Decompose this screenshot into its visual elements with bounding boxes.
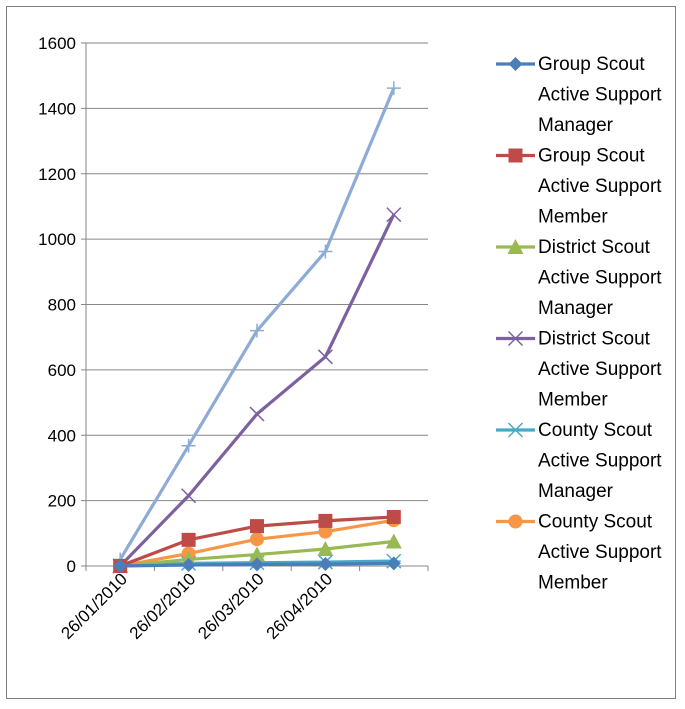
legend-label: District Scout: [538, 237, 651, 258]
legend-label: Member: [538, 207, 608, 228]
y-tick-label: 1600: [38, 34, 76, 53]
x-tick-label: 26/03/2010: [194, 569, 268, 643]
x-tick-label: 26/04/2010: [263, 569, 337, 643]
data-point: [181, 558, 196, 573]
series-1: [113, 556, 401, 573]
data-point: [181, 438, 196, 453]
series-7: [113, 81, 401, 567]
y-axis-ticks: 0 200 400 600 800 1000 1200 1400 1600: [38, 34, 76, 576]
legend-label: Active Support: [538, 85, 662, 106]
y-tick-label: 800: [48, 296, 76, 315]
legend-entry-6: County Scout Active Support Member: [496, 512, 662, 594]
legend-label: Manager: [538, 115, 614, 136]
data-point: [318, 557, 333, 572]
legend-label: County Scout: [538, 420, 653, 441]
gridlines: [86, 42, 428, 502]
data-point: [181, 532, 196, 547]
legend-label: Member: [538, 390, 608, 411]
data-point: [318, 244, 333, 259]
data-point: [113, 559, 128, 573]
data-point: [318, 513, 333, 528]
data-point: [386, 81, 401, 96]
y-tick-label: 1000: [38, 230, 76, 249]
data-point: [386, 207, 402, 223]
legend-label: Manager: [538, 298, 614, 319]
y-tick-label: 600: [48, 361, 76, 380]
x-tick-label: 26/02/2010: [126, 569, 200, 643]
data-point: [507, 422, 524, 438]
legend-label: Active Support: [538, 176, 662, 197]
data-point: [181, 488, 197, 504]
axes: [81, 42, 429, 571]
legend-label: Active Support: [538, 451, 662, 472]
y-tick-label: 0: [67, 557, 76, 576]
legend-label: Group Scout: [538, 146, 645, 167]
y-tick-label: 1400: [38, 99, 76, 118]
legend-entry-4: District Scout Active Support Member: [496, 329, 662, 411]
data-point: [508, 514, 523, 529]
legend-label: Active Support: [538, 542, 662, 563]
data-point: [507, 239, 524, 254]
data-point: [385, 533, 402, 549]
legend-label: District Scout: [538, 329, 651, 350]
data-point: [250, 323, 264, 338]
legend-label: County Scout: [538, 512, 653, 533]
legend-label: Active Support: [538, 268, 662, 289]
data-point: [386, 556, 401, 571]
series-line: [119, 213, 396, 568]
data-point: [249, 546, 265, 562]
y-tick-label: 400: [48, 426, 76, 445]
legend-label: Group Scout: [538, 54, 645, 75]
data-point: [318, 524, 333, 539]
y-tick-label: 200: [48, 492, 76, 511]
legend-label: Member: [538, 573, 608, 594]
data-point: [250, 519, 264, 534]
data-point: [317, 349, 333, 365]
chart-area: 0 200 400 600 800 1000 1200 1400 1600 26/01/2010…: [6, 6, 676, 699]
line-chart: 0 200 400 600 800 1000 1200 1400 1600 26/01/2010…: [38, 34, 662, 643]
data-point: [386, 509, 401, 524]
data-point: [249, 406, 265, 422]
x-tick-label: 26/01/2010: [57, 569, 131, 643]
series-lines: [112, 81, 402, 574]
data-point: [317, 541, 334, 557]
legend-entry-3: District Scout Active Support Manager: [496, 237, 662, 319]
legend-entry-5: County Scout Active Support Manager: [496, 420, 662, 502]
data-point: [508, 148, 523, 163]
y-tick-label: 1200: [38, 165, 76, 184]
data-point: [507, 330, 524, 347]
data-point: [250, 557, 264, 572]
data-point: [508, 57, 523, 71]
legend-label: Active Support: [538, 359, 662, 380]
legend-entry-2: Group Scout Active Support Member: [496, 146, 662, 228]
data-point: [250, 532, 264, 547]
legend-entry-1: Group Scout Active Support Manager: [496, 54, 662, 136]
legend-label: Manager: [538, 481, 614, 502]
